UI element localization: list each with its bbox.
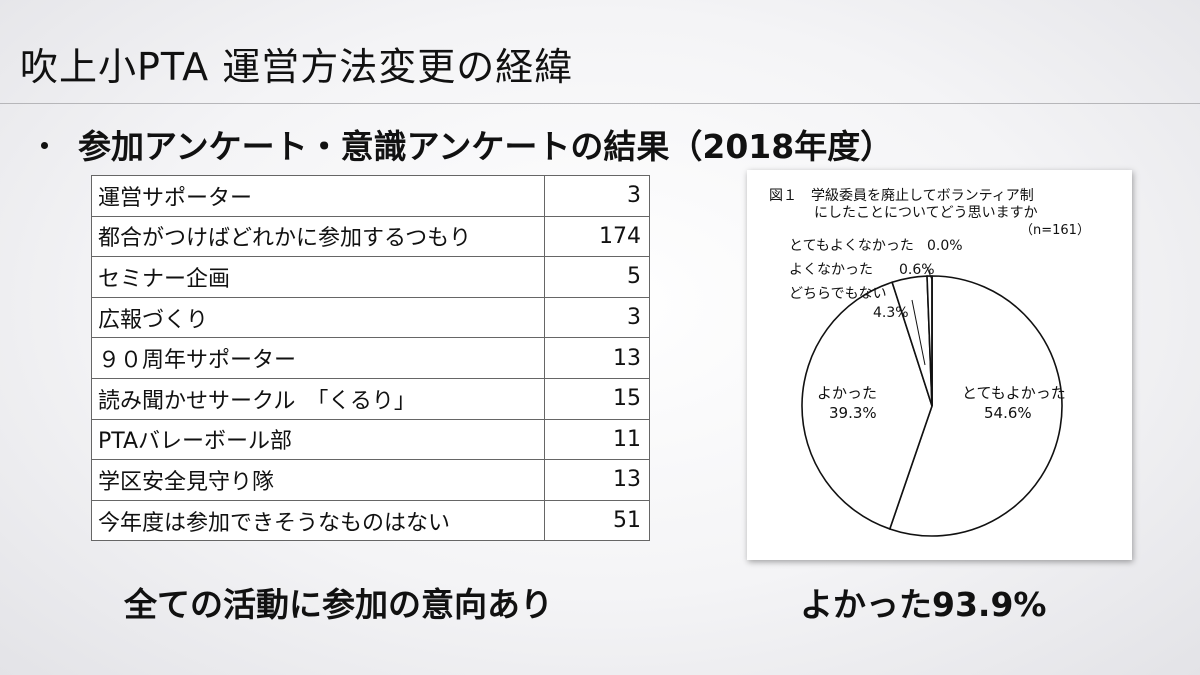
pie-chart-figure: 図１ 学級委員を廃止してボランティア制 にしたことについてどう思いますか （n=… — [747, 170, 1132, 560]
slice-label: とてもよかった — [962, 384, 1066, 402]
chart-title-line-1: 図１ 学級委員を廃止してボランティア制 — [769, 187, 1034, 204]
row-label: ９０周年サポーター — [91, 337, 545, 379]
row-label: 都合がつけばどれかに参加するつもり — [91, 215, 545, 258]
row-value: 174 — [544, 215, 650, 258]
pie-slice — [888, 275, 1063, 537]
row-label: 今年度は参加できそうなものはない — [91, 499, 545, 542]
row-label: 広報づくり — [91, 296, 545, 339]
leader-line-dochira — [911, 299, 926, 366]
slice-value-label: 0.0% — [927, 238, 963, 254]
row-value: 5 — [544, 256, 650, 298]
table-row: 運営サポーター 3 — [91, 175, 650, 217]
pie-slice — [801, 281, 933, 530]
section-heading-text: 参加アンケート・意識アンケートの結果（2018年度） — [78, 127, 894, 166]
row-value: 3 — [544, 296, 650, 339]
title-divider — [0, 103, 1200, 104]
table-row: 都合がつけばどれかに参加するつもり 174 — [91, 215, 650, 258]
row-label: 読み聞かせサークル 「くるり」 — [91, 377, 545, 420]
row-value: 13 — [544, 337, 650, 379]
row-label: セミナー企画 — [91, 256, 545, 298]
section-heading: ・参加アンケート・意識アンケートの結果（2018年度） — [28, 120, 893, 168]
row-value: 13 — [544, 459, 650, 501]
table-row: 広報づくり 3 — [91, 296, 650, 339]
slide-title: 吹上小PTA 運営方法変更の経緯 — [20, 45, 574, 89]
table-row: セミナー企画 5 — [91, 256, 650, 298]
chart-title-line-2: にしたことについてどう思いますか — [814, 205, 1038, 221]
slice-value-label: 0.6% — [899, 262, 935, 278]
slice-label: どちらでもない — [789, 286, 887, 302]
pie-chart: 図１ 学級委員を廃止してボランティア制 にしたことについてどう思いますか （n=… — [769, 187, 1090, 537]
row-label: PTAバレーボール部 — [91, 418, 545, 461]
slice-label: とてもよくなかった — [789, 238, 914, 254]
row-value: 11 — [544, 418, 650, 461]
table-row: 学区安全見守り隊 13 — [91, 459, 650, 501]
slice-label: よかった — [817, 384, 877, 402]
row-label: 運営サポーター — [91, 175, 545, 217]
bullet-symbol: ・ — [28, 127, 61, 166]
participation-table: 運営サポーター 3 都合がつけばどれかに参加するつもり 174 セミナー企画 5 広報… — [91, 175, 650, 542]
slice-value-label: 39.3% — [829, 404, 877, 422]
row-value: 15 — [544, 377, 650, 420]
slice-label: よくなかった — [789, 262, 873, 278]
table-row: PTAバレーボール部 11 — [91, 418, 650, 461]
leader-line-yokunakatta — [926, 266, 933, 281]
result-caption: よかった93.9% — [800, 585, 1047, 624]
table-row: 読み聞かせサークル 「くるり」 15 — [91, 377, 650, 420]
row-label: 学区安全見守り隊 — [91, 459, 545, 501]
table-row: 今年度は参加できそうなものはない 51 — [91, 499, 650, 542]
slice-value-label: 4.3% — [873, 305, 909, 321]
row-value: 3 — [544, 175, 650, 217]
slice-value-label: 54.6% — [984, 404, 1032, 422]
participation-caption: 全ての活動に参加の意向あり — [124, 585, 553, 624]
row-value: 51 — [544, 499, 650, 542]
chart-sample-size: （n=161） — [1020, 223, 1090, 238]
table-row: ９０周年サポーター 13 — [91, 337, 650, 379]
